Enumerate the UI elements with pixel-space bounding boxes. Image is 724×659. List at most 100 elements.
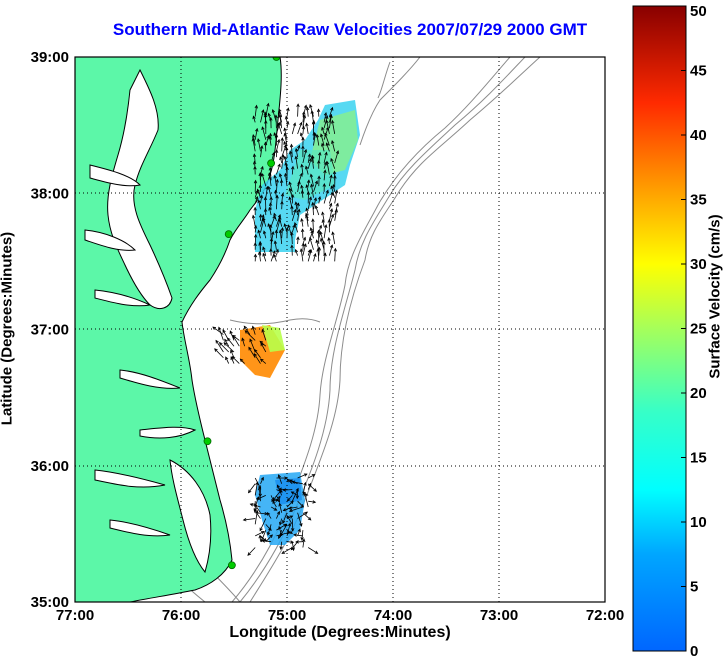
velocity-arrow-head bbox=[230, 349, 234, 354]
velocity-arrow-head bbox=[290, 491, 295, 495]
velocity-arrow-head bbox=[296, 236, 300, 240]
coverage-virginia-edge bbox=[262, 325, 285, 352]
velocity-arrow bbox=[309, 237, 314, 250]
velocity-arrow-head bbox=[258, 172, 263, 177]
velocity-arrow-head bbox=[299, 121, 303, 126]
velocity-arrow-head bbox=[214, 348, 218, 352]
velocity-arrow-head bbox=[283, 223, 287, 227]
velocity-arrow-head bbox=[320, 237, 324, 242]
velocity-arrow bbox=[273, 213, 277, 221]
velocity-arrow-head bbox=[294, 147, 299, 152]
velocity-arrow bbox=[289, 151, 293, 164]
velocity-arrow bbox=[268, 186, 272, 198]
velocity-arrow-head bbox=[307, 516, 312, 521]
velocity-arrow-head bbox=[314, 204, 319, 209]
velocity-arrow-head bbox=[284, 115, 289, 120]
velocity-arrow-head bbox=[323, 169, 327, 174]
velocity-arrow-head bbox=[303, 104, 308, 109]
velocity-arrow bbox=[334, 209, 338, 221]
velocity-arrow bbox=[307, 249, 311, 256]
velocity-arrow-head bbox=[283, 172, 288, 177]
velocity-arrow bbox=[281, 227, 283, 239]
velocity-arrow bbox=[274, 175, 277, 187]
velocity-arrow bbox=[313, 133, 316, 146]
velocity-arrow-head bbox=[330, 213, 335, 218]
velocity-arrow bbox=[304, 493, 309, 508]
velocity-arrow-head bbox=[305, 212, 309, 217]
velocity-arrow bbox=[278, 108, 283, 117]
velocity-arrow-head bbox=[304, 511, 309, 515]
velocity-arrow bbox=[300, 132, 304, 140]
velocity-arrow-head bbox=[215, 339, 219, 344]
velocity-arrow bbox=[312, 202, 314, 216]
velocity-arrow-head bbox=[317, 195, 322, 200]
velocity-arrow bbox=[302, 105, 307, 117]
velocity-arrow-head bbox=[261, 172, 265, 177]
velocity-arrow bbox=[312, 219, 314, 233]
velocity-arrow-head bbox=[281, 550, 286, 554]
velocity-arrow bbox=[326, 161, 330, 175]
velocity-arrow bbox=[324, 133, 330, 146]
velocity-arrow bbox=[260, 343, 267, 353]
velocity-arrow bbox=[260, 358, 267, 364]
velocity-arrow-head bbox=[295, 540, 299, 544]
colorbar-tick-label: 50 bbox=[690, 3, 707, 20]
velocity-arrow-head bbox=[261, 214, 265, 219]
velocity-arrow bbox=[253, 116, 256, 123]
velocity-arrow-head bbox=[291, 480, 296, 484]
velocity-arrow bbox=[323, 152, 327, 164]
velocity-arrow bbox=[273, 132, 277, 140]
velocity-arrow bbox=[311, 184, 314, 198]
velocity-arrow-head bbox=[289, 515, 294, 519]
velocity-arrow-head bbox=[305, 184, 309, 189]
velocity-arrow-head bbox=[226, 337, 231, 342]
velocity-arrow bbox=[286, 500, 294, 508]
velocity-arrow bbox=[306, 208, 309, 216]
velocity-arrow bbox=[269, 167, 272, 181]
velocity-arrow bbox=[284, 156, 288, 169]
velocity-arrow-head bbox=[317, 175, 321, 180]
velocity-arrow bbox=[307, 197, 312, 210]
velocity-arrow bbox=[334, 203, 339, 216]
velocity-arrow bbox=[286, 515, 293, 519]
velocity-arrow-head bbox=[313, 488, 317, 492]
velocity-arrow-head bbox=[252, 160, 257, 165]
velocity-arrow-head bbox=[283, 127, 287, 132]
velocity-arrow-head bbox=[288, 508, 293, 513]
velocity-arrow bbox=[281, 193, 284, 204]
velocity-arrow bbox=[258, 251, 261, 262]
velocity-arrow bbox=[227, 337, 235, 347]
velocity-arrow-head bbox=[286, 120, 290, 125]
colorbar-ticks: 0 5 10 15 20 25 30 35 40 45 50 bbox=[681, 3, 707, 659]
x-tick-label: 74:00 bbox=[374, 607, 412, 624]
velocity-arrow bbox=[291, 491, 298, 496]
velocity-arrow-head bbox=[262, 230, 267, 235]
velocity-arrow-head bbox=[276, 138, 281, 143]
velocity-arrow-head bbox=[295, 487, 299, 492]
velocity-arrow bbox=[260, 195, 263, 204]
velocity-arrow bbox=[297, 104, 299, 117]
velocity-arrow bbox=[301, 185, 304, 192]
velocity-arrow bbox=[231, 356, 240, 364]
velocity-arrow bbox=[265, 534, 273, 542]
velocity-arrow-head bbox=[271, 151, 275, 156]
velocity-arrow bbox=[240, 358, 245, 364]
velocity-arrow-head bbox=[330, 106, 334, 111]
velocity-arrow-head bbox=[262, 252, 266, 257]
velocity-arrow-head bbox=[251, 325, 256, 330]
velocity-arrow-head bbox=[318, 224, 323, 229]
velocity-arrow-head bbox=[263, 196, 268, 201]
velocity-arrow-head bbox=[251, 214, 256, 219]
y-tick-labels: 39:00 38:00 37:00 36:00 35:00 bbox=[31, 49, 69, 611]
velocity-arrow bbox=[269, 133, 272, 140]
velocity-arrow-head bbox=[268, 166, 273, 171]
velocity-arrow-head bbox=[284, 146, 289, 151]
velocity-arrow-head bbox=[277, 474, 282, 478]
velocity-arrow-head bbox=[284, 476, 288, 480]
velocity-arrow-head bbox=[267, 112, 271, 117]
velocity-arrow bbox=[309, 104, 314, 117]
velocity-arrow bbox=[300, 248, 304, 262]
colorbar-tick-label: 0 bbox=[690, 643, 698, 659]
velocity-arrow bbox=[323, 224, 327, 239]
